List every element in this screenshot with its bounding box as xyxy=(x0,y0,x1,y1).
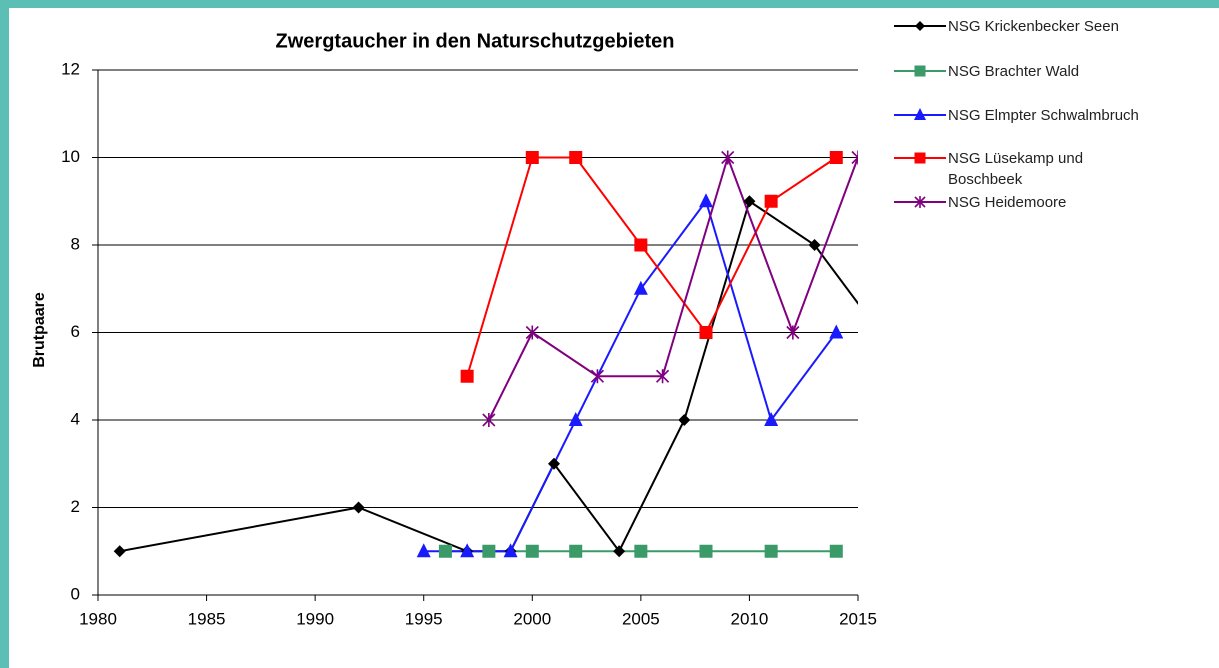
x-tick-label: 1985 xyxy=(188,609,226,628)
y-tick-label: 10 xyxy=(61,147,80,166)
marker xyxy=(525,544,539,558)
marker xyxy=(482,544,496,558)
marker xyxy=(525,151,539,164)
legend-swatch xyxy=(894,152,946,164)
marker xyxy=(633,280,648,295)
x-tick-label: 2010 xyxy=(731,609,769,628)
marker xyxy=(721,150,735,165)
legend-item: NSG Elmpter Schwalmbruch xyxy=(892,103,1139,127)
marker xyxy=(914,152,926,164)
marker xyxy=(634,238,648,252)
legend-swatch xyxy=(894,108,946,120)
marker xyxy=(590,369,604,384)
y-tick-label: 2 xyxy=(71,497,80,516)
marker xyxy=(569,151,583,164)
series-line xyxy=(423,199,838,553)
marker xyxy=(656,369,670,384)
plot-area xyxy=(113,150,886,558)
y-tick-label: 8 xyxy=(71,234,80,253)
marker xyxy=(416,543,431,558)
x-tick-label: 1995 xyxy=(405,609,443,628)
marker xyxy=(915,21,925,31)
legend-label: NSG Brachter Wald xyxy=(948,63,1080,80)
frame-top xyxy=(0,0,1219,8)
marker xyxy=(699,326,713,339)
marker xyxy=(634,544,648,558)
series-line xyxy=(119,199,858,554)
marker xyxy=(914,65,926,77)
marker xyxy=(569,544,583,558)
marker xyxy=(829,544,843,558)
marker xyxy=(568,412,583,426)
marker xyxy=(914,108,926,120)
marker xyxy=(829,151,843,164)
marker xyxy=(914,196,926,208)
legend-item: NSG Brachter Wald xyxy=(892,59,1079,83)
y-tick-label: 12 xyxy=(61,59,80,78)
marker xyxy=(525,325,539,340)
marker xyxy=(743,195,756,208)
legend-label: NSG Elmpter Schwalmbruch xyxy=(948,107,1139,124)
y-axis-label: Brutpaare xyxy=(31,292,48,368)
legend-swatch xyxy=(894,65,946,77)
marker xyxy=(460,369,474,383)
legend-label: NSG Krickenbecker Seen xyxy=(948,18,1119,35)
x-tick-label: 2015 xyxy=(839,609,877,628)
y-tick-label: 6 xyxy=(71,322,80,341)
chart-title: Zwergtaucher in den Naturschutzgebieten xyxy=(276,30,675,52)
marker xyxy=(764,412,779,426)
legend-label: NSG Heidemoore xyxy=(948,194,1067,211)
marker xyxy=(851,150,858,165)
marker xyxy=(482,413,496,427)
x-tick-label: 1990 xyxy=(296,609,334,628)
marker xyxy=(874,327,886,339)
x-tick-label: 2005 xyxy=(622,609,660,628)
legend-swatch xyxy=(894,21,946,31)
legend-item: NSG Krickenbecker Seen xyxy=(892,14,1119,38)
y-tick-label: 0 xyxy=(71,584,80,603)
marker xyxy=(548,457,560,470)
marker xyxy=(829,324,844,339)
legend-label: NSG Lüsekamp und Boschbeek xyxy=(948,150,1084,188)
legend-swatch xyxy=(894,196,946,208)
marker xyxy=(503,543,518,558)
x-tick-label: 2000 xyxy=(513,609,551,628)
marker xyxy=(352,501,365,514)
legend-item: NSG Heidemoore xyxy=(892,190,1066,214)
marker xyxy=(113,545,126,558)
marker xyxy=(764,544,778,558)
marker xyxy=(460,543,475,558)
marker xyxy=(786,325,800,340)
x-tick-label: 1980 xyxy=(79,609,117,628)
marker xyxy=(438,544,452,558)
legend-item: NSG Lüsekamp und Boschbeek xyxy=(892,146,1083,190)
y-tick-label: 4 xyxy=(71,409,80,428)
marker xyxy=(613,545,626,558)
marker xyxy=(699,544,713,558)
marker xyxy=(764,194,778,208)
series-line xyxy=(466,156,837,377)
marker xyxy=(808,239,821,251)
frame-left xyxy=(0,0,9,668)
marker xyxy=(678,414,691,426)
marker xyxy=(699,193,713,208)
